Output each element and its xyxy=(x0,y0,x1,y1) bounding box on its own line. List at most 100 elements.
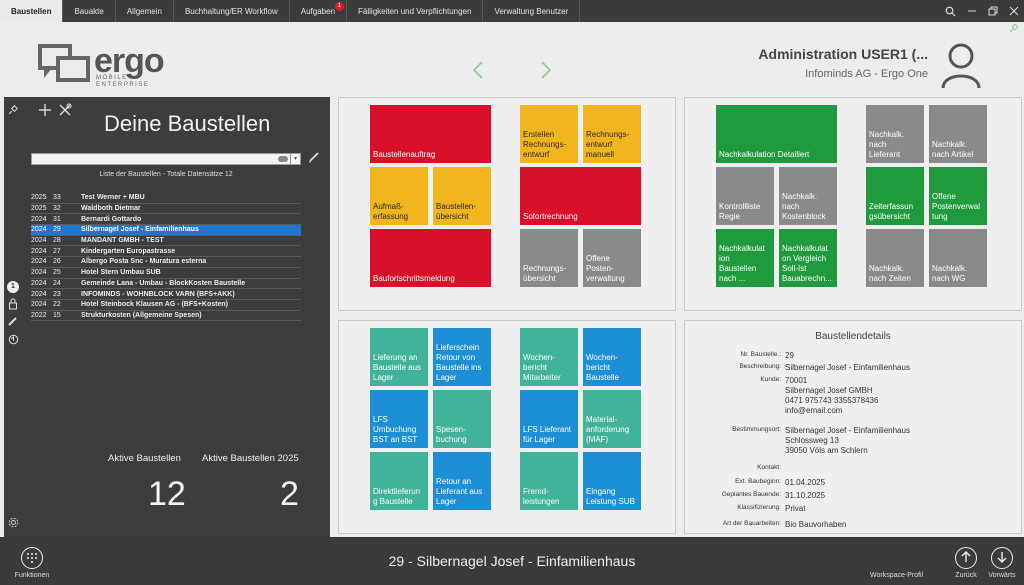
tile-button[interactable]: Baustellenauftrag xyxy=(370,105,491,163)
tile-label: Nachkalk. nach Lieferant xyxy=(869,130,905,159)
tile-button[interactable]: Kontrollliste Regie xyxy=(716,167,774,225)
tile-button[interactable]: Baustellen- übersicht xyxy=(433,167,491,225)
baustellen-panel: 1 Deine Baustellen ▾ Liste der Baustelle… xyxy=(4,97,330,537)
workspace-profile-link[interactable]: Workspace-Profil xyxy=(870,572,924,579)
list-cell-no: 24 xyxy=(53,279,61,287)
tile-button[interactable]: LFS Lieferant für Lager xyxy=(520,390,578,448)
tools-icon[interactable] xyxy=(58,103,72,120)
list-item[interactable]: 2024 26 Albergo Posta Snc - Muratura ester… xyxy=(31,257,301,268)
tile-button[interactable]: Wochen- bericht Mitarbeiter xyxy=(520,328,578,386)
tile-button[interactable]: LFS Umbuchung BST an BST xyxy=(370,390,428,448)
tile-button[interactable]: Wochen- bericht Baustelle xyxy=(583,328,641,386)
add-icon[interactable] xyxy=(38,101,52,122)
lock-icon[interactable] xyxy=(7,298,19,310)
tile-label: Wochen- bericht Mitarbeiter xyxy=(523,353,561,382)
forward-arrow-icon[interactable] xyxy=(991,547,1013,569)
pin-icon[interactable] xyxy=(7,104,19,117)
tile-button[interactable]: Material- anforderung (MAF) xyxy=(583,390,641,448)
tile-button[interactable]: Nachkalk. nach Zeiten xyxy=(866,229,924,287)
menu-tab[interactable]: Allgemein xyxy=(116,0,174,22)
detail-label: Nr. Baustelle.: xyxy=(740,351,781,358)
list-item[interactable]: 2024 22 Hotel Steinbock Klausen AG - (BFS+… xyxy=(31,300,301,311)
menu-tab[interactable]: Bauakte xyxy=(63,0,116,22)
stat-active-year-label: Aktive Baustellen 2025 xyxy=(202,453,299,464)
logo-sub1: MOBILE xyxy=(96,75,128,81)
tile-button[interactable]: Offene Postenverwal tung xyxy=(929,167,987,225)
list-cell-name: MANDANT GMBH - TEST xyxy=(81,237,164,245)
tile-button[interactable]: Direktlieferun g Baustelle xyxy=(370,452,428,510)
edit-icon[interactable] xyxy=(308,151,320,166)
list-item[interactable]: 2024 31 Bernardi Gottardo xyxy=(31,214,301,226)
tile-label: Zeiterfassun gsübersicht xyxy=(869,202,914,221)
tile-button[interactable]: Aufmaß- erfassung xyxy=(370,167,428,225)
back-arrow-icon[interactable] xyxy=(955,547,977,569)
tile-button[interactable]: Fremd- leistungen xyxy=(520,452,578,510)
search-input[interactable]: ▾ xyxy=(31,153,301,165)
notification-badge[interactable]: 1 xyxy=(7,281,19,293)
list-cell-year: 2024 xyxy=(31,301,47,309)
menu-bar: Baustellen Bauakte Allgemein Buchhaltung/ER… xyxy=(0,0,1024,22)
tile-button[interactable]: Nachkalkulat on Vergleich Soll-Ist Bauab… xyxy=(779,229,837,287)
tile-button[interactable]: Erstellen Rechnungs- entwurf xyxy=(520,105,578,163)
restore-icon[interactable] xyxy=(982,0,1003,22)
list-item[interactable]: 2024 23 INFOMINDS - WOHNBLOCK VARN (BFS+AK… xyxy=(31,289,301,300)
search-icon[interactable] xyxy=(940,0,961,22)
tile-button[interactable]: Retour an Lieferant aus Lager xyxy=(433,452,491,510)
menu-tab[interactable]: Fälligkeiten und Verpflichtungen xyxy=(347,0,484,22)
list-item[interactable]: 2024 24 Gemeinde Lana - Umbau - BlockKoste… xyxy=(31,279,301,290)
functions-button[interactable] xyxy=(21,547,43,569)
tile-button[interactable]: Nachkalk. nach Lieferant xyxy=(866,105,924,163)
menu-tab[interactable]: Buchhaltung/ER Workflow xyxy=(174,0,290,22)
close-icon[interactable] xyxy=(1003,0,1024,22)
tile-button[interactable]: Nachkalk. nach WG xyxy=(929,229,987,287)
menu-tab[interactable]: Verwaltung Benutzer xyxy=(483,0,581,22)
nav-next-icon[interactable] xyxy=(540,60,552,86)
list-cell-year: 2022 xyxy=(31,311,47,319)
functions-label: Funktionen xyxy=(14,572,50,579)
tile-button[interactable]: Rechnungs- entwurf manuell xyxy=(583,105,641,163)
header: ergo MOBILE ENTERPRISE Administration US… xyxy=(0,22,1024,97)
tile-button[interactable]: Nachkalk. nach Kostenblock xyxy=(779,167,837,225)
user-name: Administration USER1 (... xyxy=(758,46,928,62)
tile-button[interactable]: Lieferung an Baustelle aus Lager xyxy=(370,328,428,386)
tile-label: Baustellenauftrag xyxy=(373,150,436,159)
user-company: Infominds AG - Ergo One xyxy=(805,68,928,80)
list-item[interactable]: 2025 33 Test Werner + MBU xyxy=(31,193,301,204)
tile-button[interactable]: Nachkalkulation Detailiert xyxy=(716,105,837,163)
list-item[interactable]: 2024 29 Silbernagel Josef - Einfamilienhau… xyxy=(31,225,301,236)
list-item[interactable]: 2022 15 Strukturkosten (Allgemeine Spesen) xyxy=(31,311,301,322)
list-cell-year: 2025 xyxy=(31,194,47,202)
menu-tab[interactable]: Baustellen xyxy=(0,0,64,22)
menu-tab[interactable]: Aufgaben 1 xyxy=(290,0,348,22)
tile-button[interactable]: Sofortrechnung xyxy=(520,167,641,225)
tile-button[interactable]: Nachkalk. nach Artikel xyxy=(929,105,987,163)
list-item[interactable]: 2024 25 Hotel Stern Umbau SUB xyxy=(31,268,301,279)
tile-button[interactable]: Zeiterfassun gsübersicht xyxy=(866,167,924,225)
filter-toggle[interactable] xyxy=(278,156,288,162)
forward-label: Vorwärts xyxy=(988,572,1016,579)
avatar-icon[interactable] xyxy=(940,42,982,90)
minimize-icon[interactable] xyxy=(961,0,982,22)
tile-button[interactable]: Offene Posten- verwaltung xyxy=(583,229,641,287)
tile-label: Erstellen Rechnungs- entwurf xyxy=(523,130,567,159)
tile-button[interactable]: Baufortschrittsmeldung xyxy=(370,229,491,287)
pin-icon[interactable] xyxy=(1009,23,1019,35)
tile-button[interactable]: Lieferschein Retour von Baustelle ins La… xyxy=(433,328,491,386)
list-item[interactable]: 2024 28 MANDANT GMBH - TEST xyxy=(31,236,301,247)
list-cell-no: 31 xyxy=(53,215,61,223)
tile-button[interactable]: Eingang Leistung SUB xyxy=(583,452,641,510)
chevron-down-icon[interactable]: ▾ xyxy=(290,154,300,164)
pencil-icon[interactable] xyxy=(7,316,19,328)
gear-icon[interactable] xyxy=(8,517,19,531)
list-item[interactable]: 2025 32 Waldboth Dietmar xyxy=(31,204,301,215)
refresh-icon[interactable] xyxy=(7,334,19,346)
nav-prev-icon[interactable] xyxy=(472,60,484,86)
tile-label: Nachkalkulation Detailiert xyxy=(719,150,810,159)
detail-value: Silbernagel Josef - Einfamilienhaus Schl… xyxy=(785,426,910,455)
detail-label: Bestimmungsort: xyxy=(732,426,781,433)
tile-button[interactable]: Spesen- buchung xyxy=(433,390,491,448)
tile-button[interactable]: Rechnungs- übersicht xyxy=(520,229,578,287)
tile-button[interactable]: Nachkalkulat ion Baustellen nach ... xyxy=(716,229,774,287)
list-item[interactable]: 2024 27 Kindergarten Europastrasse xyxy=(31,246,301,258)
